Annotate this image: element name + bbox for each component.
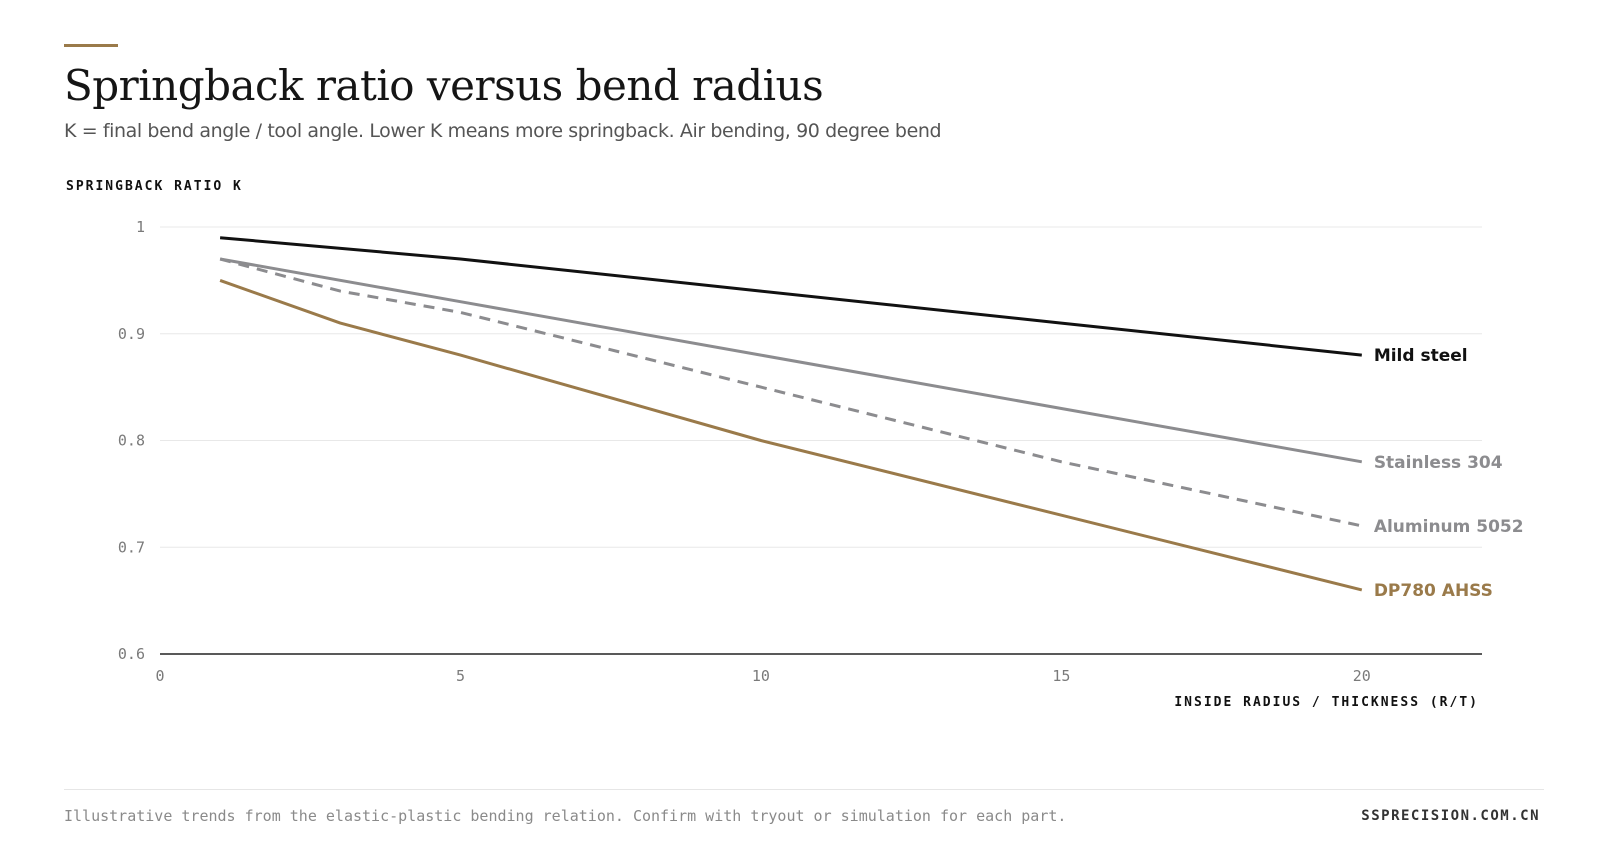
line-chart: SPRINGBACK RATIO K 0.60.70.80.910 5 10 15 20… — [66, 179, 1524, 710]
x-tick-label: 20 — [1353, 667, 1371, 685]
y-tick-label: 0.9 — [118, 325, 145, 343]
series-line — [219, 257, 1363, 464]
x-tick-label: 10 — [752, 667, 770, 685]
series-line — [219, 278, 1363, 592]
gridlines — [160, 226, 1482, 655]
y-tick-label: 0.6 — [118, 645, 145, 663]
chart-title: Springback ratio versus bend radius — [64, 61, 824, 110]
tick-labels: 0.60.70.80.910 5 10 15 20 — [118, 218, 1371, 685]
series-label: DP780 AHSS — [1374, 581, 1493, 601]
source-credit: SSPRECISION.COM.CN — [1361, 808, 1540, 824]
y-tick-label: 1 — [136, 218, 145, 236]
chart-subtitle: K = final bend angle / tool angle. Lower… — [64, 120, 942, 142]
y-axis-title: SPRINGBACK RATIO K — [66, 179, 243, 194]
series-label: Mild steel — [1374, 346, 1468, 366]
series-label: Stainless 304 — [1374, 453, 1503, 473]
series-label: Aluminum 5052 — [1374, 517, 1524, 537]
footer-divider — [64, 789, 1544, 790]
series-lines — [219, 236, 1363, 592]
x-tick-label: 15 — [1052, 667, 1070, 685]
y-tick-label: 0.8 — [118, 432, 145, 450]
x-tick-label: 5 — [456, 667, 465, 685]
series-labels: Mild steel Stainless 304 Aluminum 5052 DP78… — [1374, 346, 1524, 601]
footnote: Illustrative trends from the elastic-pla… — [64, 807, 1067, 825]
series-line — [219, 257, 1363, 528]
title-accent-rule — [64, 44, 118, 47]
y-tick-label: 0.7 — [118, 538, 145, 556]
x-tick-label: 0 — [155, 667, 164, 685]
x-axis-title: INSIDE RADIUS / THICKNESS (R/T) — [1174, 695, 1479, 710]
series-line — [219, 236, 1362, 357]
